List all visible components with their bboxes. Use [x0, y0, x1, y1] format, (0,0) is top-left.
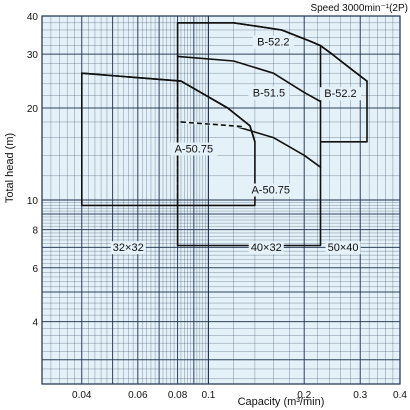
x-axis-label: Capacity (m³/min): [238, 396, 325, 408]
curve-label: B-52.2: [257, 37, 289, 49]
speed-subtitle: Speed 3000min⁻¹(2P): [310, 3, 408, 14]
y-axis-label: Total head (m): [4, 133, 16, 203]
label-backdrop: [252, 35, 294, 49]
curve-label: B-51.5: [253, 88, 285, 100]
curve-label: 32×32: [113, 242, 144, 254]
y-tick-label: 8: [32, 226, 38, 237]
major-gridlines: [41, 15, 401, 384]
y-tick-label: 10: [27, 196, 39, 207]
curve-label: B-52.2: [324, 88, 356, 100]
label-backdrop: [110, 241, 146, 255]
curve-B-52.2-1: [319, 44, 368, 82]
y-tick-label: 4: [32, 318, 38, 329]
curve-B-51.5-2: [176, 55, 322, 103]
label-backdrop: [325, 241, 361, 255]
y-tick-label: 40: [27, 12, 39, 23]
curve-labels: B-52.2 B-52.2 B-51.5 A-50.75 A-50.75 32×32 40×…: [110, 35, 362, 255]
x-tick-label: 0.04: [72, 390, 92, 401]
plot-frame: [41, 15, 401, 385]
label-backdrop: [248, 241, 284, 255]
y-tick-label: 6: [32, 264, 38, 275]
curve-label: A-50.75: [251, 185, 290, 197]
curve-label: A-50.75: [175, 144, 214, 156]
x-tick-label: 0.3: [353, 390, 367, 401]
curve-label: 50×40: [328, 242, 359, 254]
curve-dashed-segment: [180, 121, 245, 128]
label-backdrop: [319, 87, 362, 101]
label-backdrop: [247, 183, 295, 197]
y-tick-label: 30: [27, 50, 39, 61]
y-axis-tick-labels: 4 6 8 10 20 30 40: [27, 12, 39, 329]
curve-label: 40×32: [251, 242, 282, 254]
x-tick-label: 0.4: [393, 390, 407, 401]
label-backdrop: [170, 142, 218, 156]
performance-curves: [81, 22, 368, 206]
x-tick-label: 0.1: [201, 390, 215, 401]
x-tick-label: 0.06: [128, 390, 148, 401]
curve-B-52.2-0: [176, 22, 322, 47]
x-tick-label: 0.2: [297, 390, 311, 401]
x-axis-tick-labels: 0.04 0.06 0.08 0.1 0.2 0.3 0.4: [72, 390, 407, 401]
x-tick-label: 0.08: [168, 390, 188, 401]
label-backdrop: [248, 86, 290, 100]
y-tick-label: 20: [27, 104, 39, 115]
